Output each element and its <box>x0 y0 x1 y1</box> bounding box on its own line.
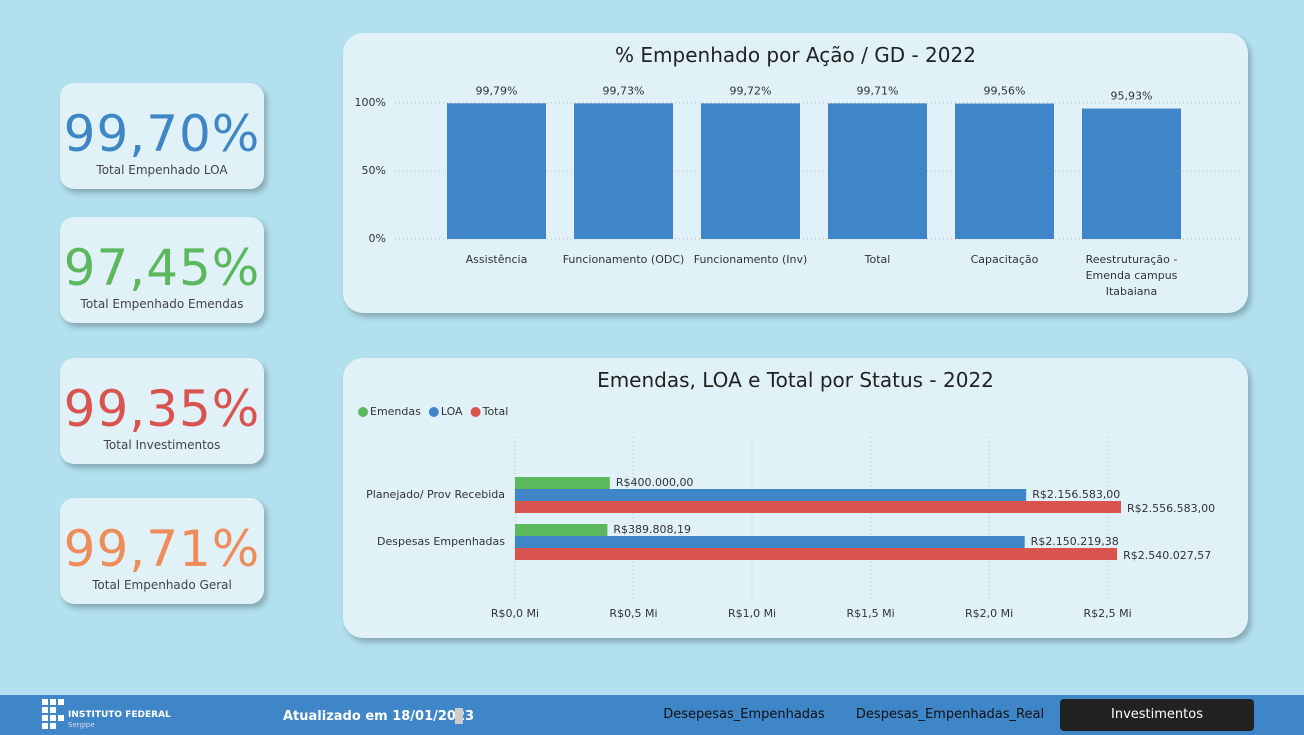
legend-label: Total <box>482 405 509 418</box>
x-tick-label: R$0,0 Mi <box>491 607 539 620</box>
bar <box>515 548 1118 560</box>
x-tick-label: R$1,5 Mi <box>846 607 894 620</box>
logo-subtext: Sergipe <box>68 721 95 729</box>
kpi-value: 99,71% <box>63 520 261 578</box>
data-label: R$389.808,19 <box>613 523 691 536</box>
x-tick-label: Total <box>864 253 891 266</box>
y-tick-label: 100% <box>355 96 386 109</box>
x-tick-label: Capacitação <box>970 253 1039 266</box>
legend-label: Emendas <box>370 405 421 418</box>
bar <box>574 103 673 239</box>
kpi-card: 99,71% Total Empenhado Geral <box>60 498 264 604</box>
data-label: R$2.556.583,00 <box>1127 502 1215 515</box>
y-tick-label: Planejado/ Prov Recebida <box>366 488 505 501</box>
chart-panel: 0% 50% 100% 99,79% 99,73% 99,72% 99,71% 99,56% 9… <box>343 33 1248 313</box>
y-tick-label: 50% <box>362 164 386 177</box>
chart-title: Emendas, LOA e Total por Status - 2022 <box>597 368 994 392</box>
nav-tab[interactable]: Investimentos <box>1060 699 1254 731</box>
kpi-label: Total Empenhado Geral <box>92 578 232 592</box>
x-tick-label: Assistência <box>465 253 528 266</box>
data-label: 99,79% <box>476 84 518 97</box>
bar <box>701 103 800 239</box>
x-tick-label: R$1,0 Mi <box>728 607 776 620</box>
x-tick-label: Funcionamento (ODC) <box>562 253 685 266</box>
bar <box>515 536 1025 548</box>
chart: R$0,0 Mi R$0,5 Mi R$1,0 Mi R$1,5 Mi R$2,0 Mi… <box>358 405 1215 620</box>
x-tick-label: R$2,0 Mi <box>965 607 1013 620</box>
cursor-box <box>455 708 463 724</box>
kpi-card: 99,70% Total Empenhado LOA <box>60 83 264 189</box>
chart-panel: R$0,0 Mi R$0,5 Mi R$1,0 Mi R$1,5 Mi R$2,0 Mi… <box>343 358 1248 638</box>
kpi-label: Total Investimentos <box>103 438 221 452</box>
x-tick-label: Funcionamento (Inv) <box>693 253 808 266</box>
x-tick-label: R$2,5 Mi <box>1083 607 1131 620</box>
footer: INSTITUTO FEDERAL Sergipe Atualizado em … <box>0 695 1304 735</box>
y-tick-label: 0% <box>369 232 386 245</box>
logo-icon <box>42 699 64 729</box>
bar <box>515 489 1027 501</box>
bar <box>515 501 1122 513</box>
bar <box>447 103 546 239</box>
x-tick-label: R$0,5 Mi <box>609 607 657 620</box>
y-tick-label: Despesas Empenhadas <box>377 535 505 548</box>
legend-marker <box>358 407 368 417</box>
updated-text: Atualizado em 18/01/2023 <box>283 709 475 724</box>
logo-text: INSTITUTO FEDERAL <box>68 710 171 720</box>
bar <box>828 103 927 239</box>
bar <box>515 524 608 536</box>
bar <box>1082 108 1181 239</box>
kpi-card: 97,45% Total Empenhado Emendas <box>60 217 264 323</box>
data-label: 99,72% <box>730 84 772 97</box>
data-label: 99,73% <box>603 84 645 97</box>
nav-tab[interactable]: Desepesas_Empenhadas <box>663 707 825 722</box>
kpi-label: Total Empenhado Emendas <box>80 297 244 311</box>
data-label: 99,56% <box>984 85 1026 98</box>
kpi-value: 99,35% <box>63 380 261 438</box>
legend-marker <box>470 407 481 417</box>
data-label: R$2.540.027,57 <box>1123 549 1211 562</box>
kpi-value: 99,70% <box>63 105 261 163</box>
kpi-card: 99,35% Total Investimentos <box>60 358 264 464</box>
chart: 0% 50% 100% 99,79% 99,73% 99,72% 99,71% 99,56% 9… <box>355 84 1240 245</box>
bar <box>955 103 1054 240</box>
data-label: R$400.000,00 <box>616 476 694 489</box>
bar <box>515 477 610 489</box>
data-label: R$2.150.219,38 <box>1031 535 1119 548</box>
data-label: 95,93% <box>1111 90 1153 103</box>
data-label: 99,71% <box>857 84 899 97</box>
legend-marker <box>428 407 439 417</box>
kpi-label: Total Empenhado LOA <box>96 163 228 177</box>
chart-title: % Empenhado por Ação / GD - 2022 <box>615 43 976 67</box>
x-tick-label: Reestruturação - Emenda campus Itabaiana <box>1085 253 1178 298</box>
data-label: R$2.156.583,00 <box>1032 488 1120 501</box>
kpi-value: 97,45% <box>63 239 261 297</box>
nav-tab[interactable]: Despesas_Empenhadas_Real <box>855 707 1045 722</box>
legend-label: LOA <box>441 405 463 418</box>
